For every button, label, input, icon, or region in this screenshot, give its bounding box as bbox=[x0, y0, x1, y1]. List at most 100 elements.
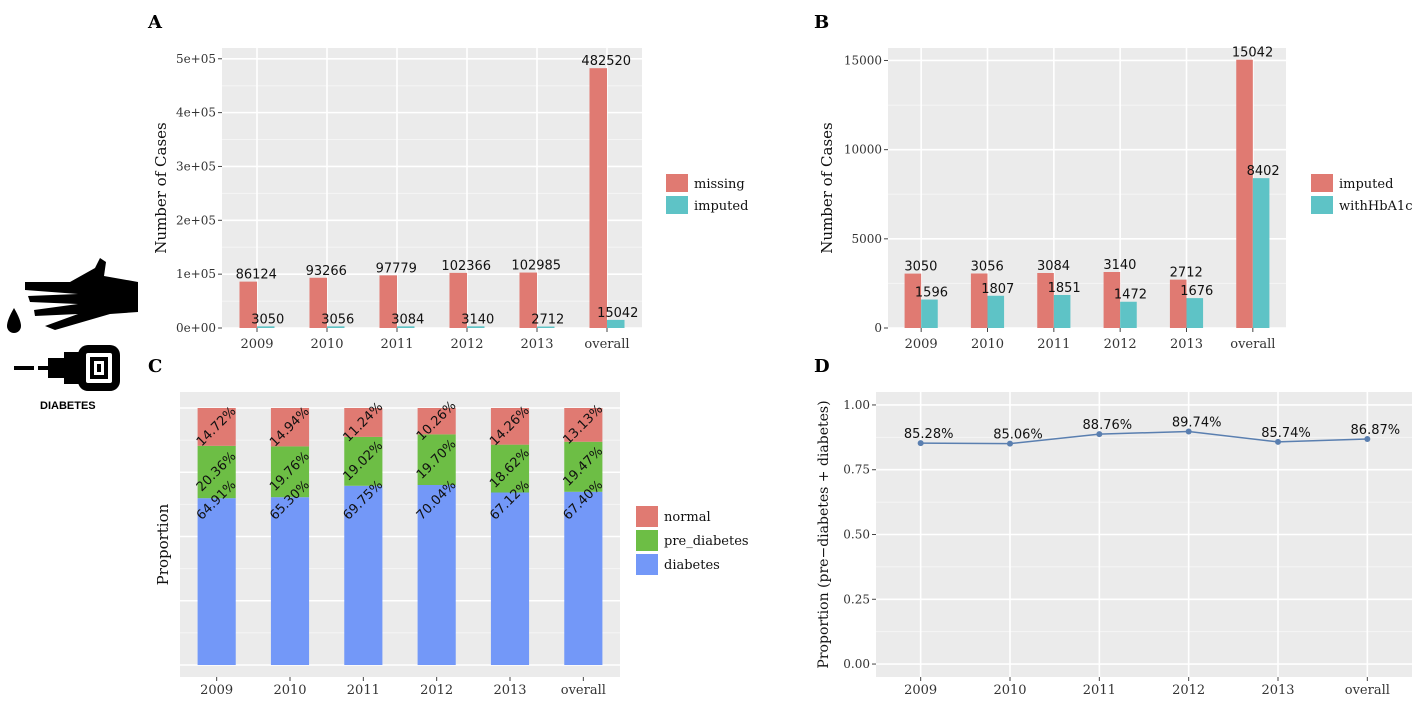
x-tick-label: 2013 bbox=[493, 683, 526, 698]
data-point bbox=[1096, 431, 1103, 438]
panel-d-chart: 0.00 0.25 0.50 0.75 1.00 2009 2010 2011 2012 2013… bbox=[816, 392, 1412, 698]
y-tick-label: 10000 bbox=[844, 143, 882, 157]
data-label: 1596 bbox=[915, 286, 948, 301]
y-tick-label: 0.00 bbox=[843, 657, 870, 671]
y-tick-label: 15000 bbox=[844, 53, 882, 67]
x-tick-label: 2011 bbox=[347, 683, 380, 698]
stack-pre_diabetes-2013 bbox=[490, 444, 530, 493]
bar-imputed-2009 bbox=[904, 273, 922, 328]
bar-missing-2011 bbox=[379, 275, 397, 328]
y-axis-label: Number of Cases bbox=[818, 122, 836, 253]
data-label: 102985 bbox=[511, 259, 561, 274]
data-point bbox=[1364, 435, 1371, 442]
x-tick-label: overall bbox=[561, 683, 606, 698]
data-label: 3140 bbox=[1103, 258, 1136, 273]
blood-drop-icon bbox=[7, 308, 21, 333]
stack-normal-2012 bbox=[417, 408, 456, 435]
x-tick-label: overall bbox=[1345, 683, 1390, 698]
y-tick-label: 0.25 bbox=[843, 592, 870, 606]
y-axis-label: Proportion (pre−diabetes + diabetes) bbox=[816, 400, 832, 668]
legend-label-withHbA1c: withHbA1c bbox=[1339, 199, 1412, 214]
data-label: 3050 bbox=[251, 312, 284, 327]
data-label: 97779 bbox=[376, 261, 417, 276]
plot-background bbox=[888, 48, 1286, 328]
legend-swatch-imputed bbox=[1311, 174, 1333, 192]
stack-diabetes-2009 bbox=[197, 498, 236, 665]
data-label: 85.28% bbox=[904, 427, 954, 442]
stack-diabetes-2012 bbox=[417, 484, 456, 665]
logo-caption: DIABETES bbox=[40, 400, 96, 412]
stack-normal-2013 bbox=[490, 408, 530, 445]
legend-swatch-missing bbox=[666, 174, 688, 192]
bar-imputed-overall bbox=[1236, 59, 1253, 328]
data-label: 86124 bbox=[236, 268, 277, 283]
panel-label-b: B bbox=[814, 12, 829, 33]
bar-imputed-2013 bbox=[537, 326, 555, 328]
panel-a-chart: 0e+00 1e+05 2e+05 3e+05 4e+05 5e+05 86124 3050 2… bbox=[152, 48, 748, 352]
bar-missing-2009 bbox=[239, 281, 257, 328]
x-tick-label: 2011 bbox=[1083, 683, 1116, 698]
y-tick-label: 2e+05 bbox=[176, 213, 216, 227]
bar-imputed-2012 bbox=[467, 326, 485, 328]
diabetes-logo bbox=[7, 258, 138, 391]
data-label: 89.74% bbox=[1172, 416, 1222, 431]
legend-label-diabetes: diabetes bbox=[664, 558, 720, 573]
stack-normal-2010 bbox=[270, 408, 310, 447]
legend-label-imputed: imputed bbox=[694, 199, 748, 214]
legend-swatch-diabetes bbox=[636, 554, 658, 575]
legend-swatch-withHbA1c bbox=[1311, 196, 1333, 214]
legend-swatch-imputed bbox=[666, 196, 688, 214]
panel-c-chart: 64.91%20.36%14.72%200965.30%19.76%14.94%… bbox=[154, 392, 749, 698]
x-tick-label: 2009 bbox=[240, 337, 273, 352]
data-label: 102366 bbox=[441, 259, 491, 274]
x-tick-label: 2009 bbox=[904, 683, 937, 698]
y-axis-label: Proportion bbox=[154, 503, 172, 585]
data-label: 15042 bbox=[597, 306, 638, 321]
stack-pre_diabetes-overall bbox=[564, 441, 603, 492]
data-label: 1807 bbox=[981, 282, 1014, 297]
x-tick-label: 2009 bbox=[200, 683, 233, 698]
stack-diabetes-2010 bbox=[270, 497, 310, 665]
bar-imputed-2011 bbox=[1037, 272, 1054, 328]
x-tick-label: 2013 bbox=[520, 337, 553, 352]
glucose-meter-icon bbox=[14, 345, 120, 391]
data-label: 15042 bbox=[1232, 46, 1273, 61]
data-label: 8402 bbox=[1247, 164, 1280, 179]
y-tick-label: 5000 bbox=[851, 232, 882, 246]
bar-withHbA1c-2011 bbox=[1053, 294, 1071, 328]
bar-imputed-2010 bbox=[327, 326, 345, 328]
legend-label-missing: missing bbox=[694, 177, 745, 192]
data-label: 85.74% bbox=[1261, 426, 1311, 441]
bar-missing-2013 bbox=[519, 272, 537, 328]
y-axis-label: Number of Cases bbox=[152, 122, 170, 253]
data-label: 2712 bbox=[531, 313, 564, 328]
x-tick-label: 2011 bbox=[1037, 337, 1070, 352]
x-tick-label: 2012 bbox=[1104, 337, 1137, 352]
x-tick-label: overall bbox=[1230, 337, 1275, 352]
plot-background bbox=[180, 392, 620, 677]
data-label: 86.87% bbox=[1351, 423, 1401, 438]
data-label: 93266 bbox=[306, 264, 347, 279]
y-tick-label: 4e+05 bbox=[176, 106, 216, 120]
bar-missing-2012 bbox=[449, 272, 467, 328]
stack-diabetes-2013 bbox=[490, 492, 530, 665]
panel-b-chart: 0 5000 10000 15000 3050 1596 2009 3056 1807 2010 3… bbox=[818, 46, 1412, 352]
data-point bbox=[1275, 438, 1281, 445]
data-point bbox=[917, 440, 924, 447]
stack-pre_diabetes-2009 bbox=[197, 445, 236, 499]
bar-imputed-overall bbox=[607, 319, 625, 328]
bar-withHbA1c-2009 bbox=[921, 299, 938, 328]
y-tick-label: 0 bbox=[874, 321, 882, 335]
bar-withHbA1c-overall bbox=[1252, 178, 1270, 328]
legend-swatch-normal bbox=[636, 506, 658, 527]
data-label: 482520 bbox=[581, 54, 631, 69]
legend-label-imputed: imputed bbox=[1339, 177, 1393, 192]
stack-pre_diabetes-2011 bbox=[344, 436, 383, 486]
x-tick-label: 2010 bbox=[273, 683, 306, 698]
bar-missing-overall bbox=[589, 68, 607, 328]
data-label: 3084 bbox=[1037, 259, 1070, 274]
x-tick-label: 2013 bbox=[1170, 337, 1203, 352]
stack-normal-2011 bbox=[344, 408, 383, 437]
y-tick-label: 5e+05 bbox=[176, 52, 216, 66]
